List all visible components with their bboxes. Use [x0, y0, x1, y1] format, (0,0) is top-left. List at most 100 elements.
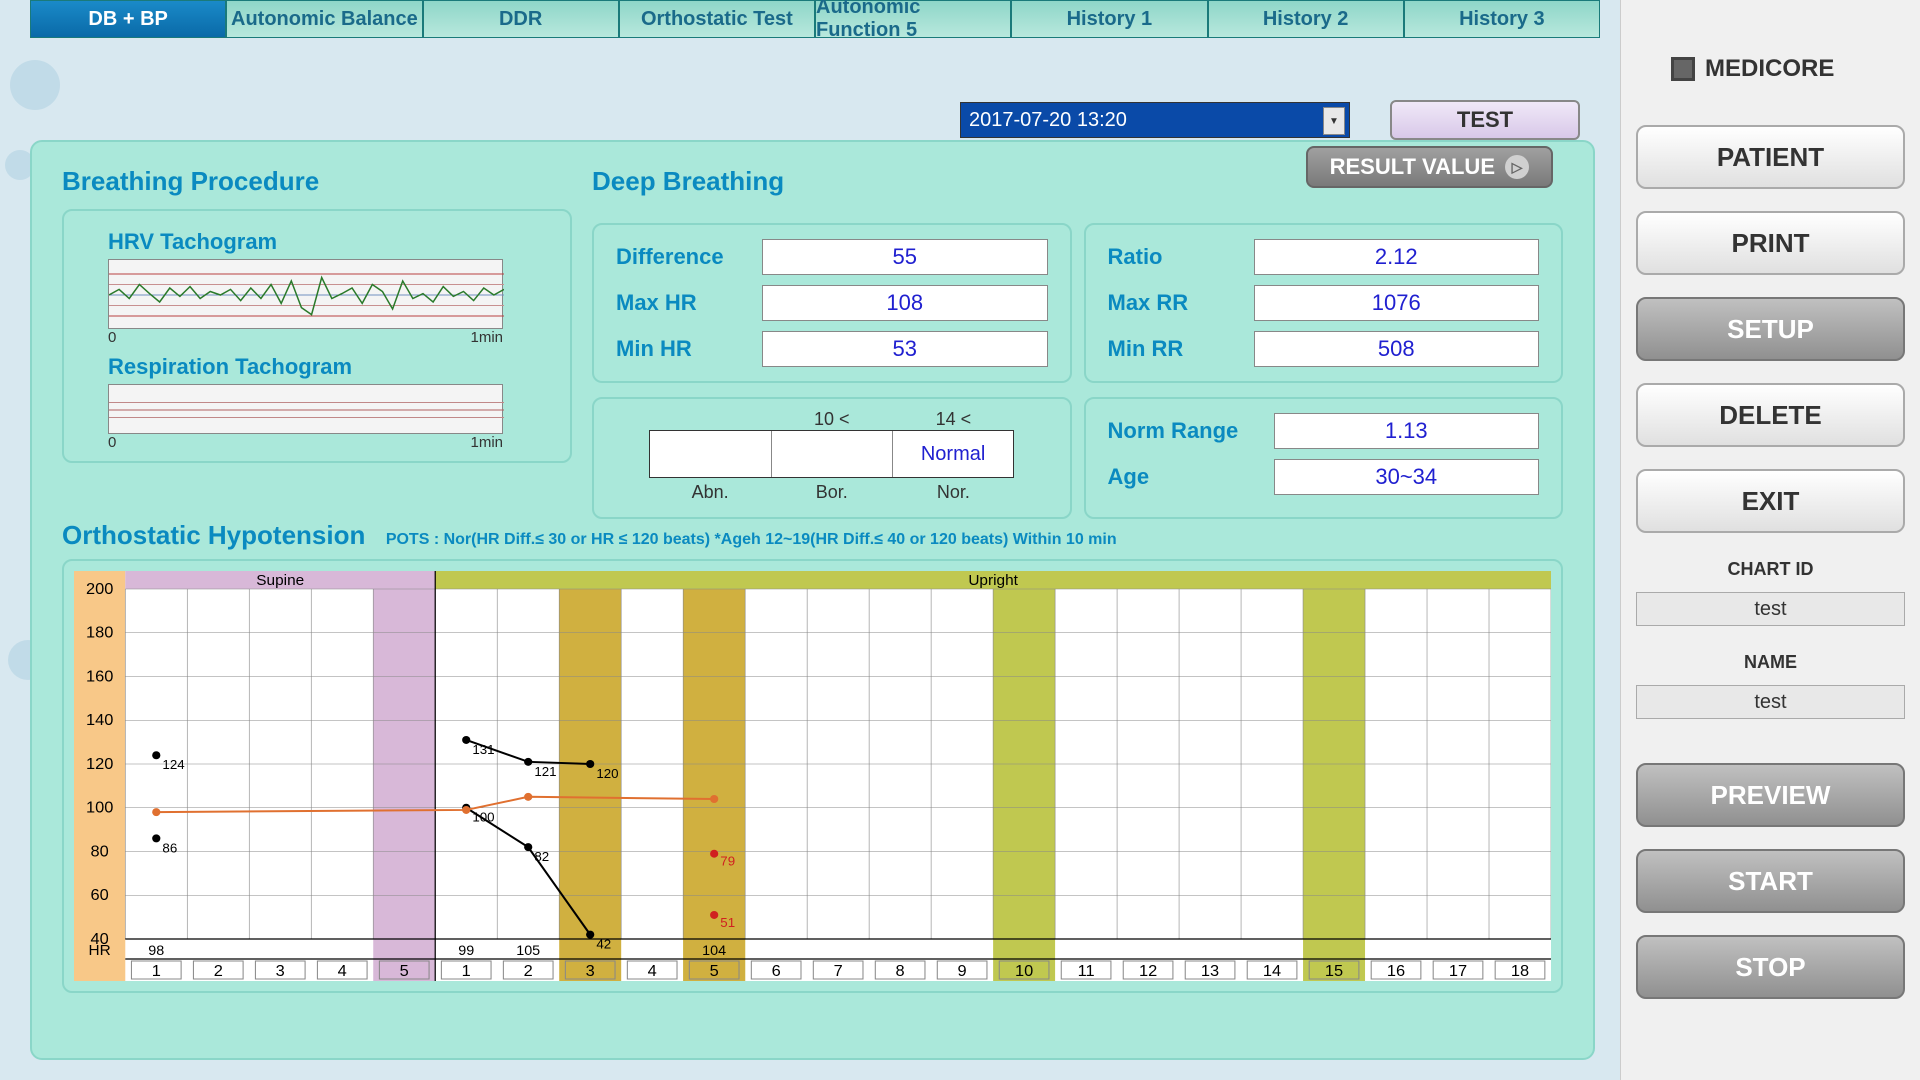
svg-text:160: 160	[86, 668, 113, 686]
svg-text:124: 124	[162, 757, 184, 772]
svg-text:4: 4	[648, 962, 657, 980]
resp-x-start: 0	[108, 434, 116, 451]
stop-button[interactable]: STOP	[1636, 935, 1905, 999]
tab-history-3[interactable]: History 3	[1404, 0, 1600, 38]
tab-history-1[interactable]: History 1	[1011, 0, 1207, 38]
resp-label: Respiration Tachogram	[108, 354, 556, 380]
svg-text:12: 12	[1139, 962, 1157, 980]
result-value-button[interactable]: RESULT VALUE	[1306, 146, 1553, 188]
date-select[interactable]: 2017-07-20 13:20	[960, 102, 1350, 138]
ortho-title: Orthostatic Hypotension	[62, 520, 365, 551]
min-hr-value: 53	[762, 331, 1048, 367]
resp-tachogram-chart	[108, 384, 503, 434]
svg-text:120: 120	[86, 755, 113, 773]
ortho-chart: SupineUpright200180160140120100806040HR1…	[74, 571, 1551, 981]
ortho-note: POTS : Nor(HR Diff.≤ 30 or HR ≤ 120 beat…	[386, 531, 1117, 548]
svg-text:42: 42	[596, 937, 611, 952]
chart-id-label: CHART ID	[1636, 559, 1905, 580]
min-rr-value: 508	[1254, 331, 1540, 367]
difference-value: 55	[762, 239, 1048, 275]
max-hr-value: 108	[762, 285, 1048, 321]
svg-text:86: 86	[162, 841, 177, 856]
svg-text:17: 17	[1449, 962, 1467, 980]
name-label: NAME	[1636, 652, 1905, 673]
tab-db-bp[interactable]: DB + BP	[30, 0, 226, 38]
age-label: Age	[1108, 464, 1258, 490]
resp-x-end: 1min	[470, 434, 503, 451]
svg-text:7: 7	[834, 962, 843, 980]
tab-autonomic-function-5[interactable]: Autonomic Function 5	[815, 0, 1011, 38]
svg-text:100: 100	[86, 799, 113, 817]
hrv-x-end: 1min	[470, 329, 503, 346]
svg-text:104: 104	[702, 943, 726, 959]
norm-range-value: 1.13	[1274, 413, 1540, 449]
svg-text:200: 200	[86, 580, 113, 598]
svg-text:9: 9	[958, 962, 967, 980]
svg-text:14: 14	[1263, 962, 1281, 980]
delete-button[interactable]: DELETE	[1636, 383, 1905, 447]
max-rr-value: 1076	[1254, 285, 1540, 321]
svg-text:6: 6	[772, 962, 781, 980]
chart-id-input[interactable]	[1636, 592, 1905, 626]
min-rr-label: Min RR	[1108, 336, 1238, 362]
name-input[interactable]	[1636, 685, 1905, 719]
svg-text:18: 18	[1511, 962, 1529, 980]
svg-text:16: 16	[1387, 962, 1405, 980]
tab-ddr[interactable]: DDR	[423, 0, 619, 38]
svg-text:98: 98	[148, 943, 164, 959]
max-rr-label: Max RR	[1108, 290, 1238, 316]
svg-text:100: 100	[472, 810, 494, 825]
hrv-label: HRV Tachogram	[108, 229, 556, 255]
norm-range-label: Norm Range	[1108, 418, 1258, 444]
print-button[interactable]: PRINT	[1636, 211, 1905, 275]
svg-text:51: 51	[720, 915, 735, 930]
age-value: 30~34	[1274, 459, 1540, 495]
svg-text:3: 3	[276, 962, 285, 980]
ratio-label: Ratio	[1108, 244, 1238, 270]
brand-icon	[1671, 57, 1695, 81]
svg-text:3: 3	[586, 962, 595, 980]
svg-text:80: 80	[91, 843, 109, 861]
svg-text:120: 120	[596, 766, 618, 781]
ratio-value: 2.12	[1254, 239, 1540, 275]
svg-text:10: 10	[1015, 962, 1033, 980]
setup-button[interactable]: SETUP	[1636, 297, 1905, 361]
svg-text:180: 180	[86, 624, 113, 642]
test-button[interactable]: TEST	[1390, 100, 1580, 140]
svg-text:105: 105	[516, 943, 540, 959]
svg-text:Supine: Supine	[256, 572, 304, 589]
start-button[interactable]: START	[1636, 849, 1905, 913]
svg-text:131: 131	[472, 742, 494, 757]
hrv-tachogram-chart	[108, 259, 503, 329]
preview-button[interactable]: PREVIEW	[1636, 763, 1905, 827]
svg-text:1: 1	[462, 962, 471, 980]
svg-text:82: 82	[534, 849, 549, 864]
svg-text:11: 11	[1078, 962, 1095, 980]
svg-text:5: 5	[710, 962, 719, 980]
svg-text:HR: HR	[89, 942, 111, 959]
min-hr-label: Min HR	[616, 336, 746, 362]
brand: MEDICORE	[1671, 55, 1905, 83]
svg-text:8: 8	[896, 962, 905, 980]
tab-autonomic-balance[interactable]: Autonomic Balance	[226, 0, 422, 38]
hrv-x-start: 0	[108, 329, 116, 346]
svg-text:2: 2	[524, 962, 533, 980]
svg-text:Upright: Upright	[968, 572, 1018, 589]
svg-text:1: 1	[152, 962, 161, 980]
svg-text:4: 4	[338, 962, 347, 980]
svg-text:60: 60	[91, 886, 109, 904]
svg-text:121: 121	[534, 764, 556, 779]
svg-text:79: 79	[720, 854, 735, 869]
tab-history-2[interactable]: History 2	[1208, 0, 1404, 38]
svg-text:5: 5	[400, 962, 409, 980]
difference-label: Difference	[616, 244, 746, 270]
exit-button[interactable]: EXIT	[1636, 469, 1905, 533]
patient-button[interactable]: PATIENT	[1636, 125, 1905, 189]
svg-text:15: 15	[1325, 962, 1343, 980]
tab-orthostatic-test[interactable]: Orthostatic Test	[619, 0, 815, 38]
breathing-title: Breathing Procedure	[62, 166, 572, 197]
svg-text:13: 13	[1201, 962, 1219, 980]
max-hr-label: Max HR	[616, 290, 746, 316]
svg-text:140: 140	[86, 711, 113, 729]
svg-text:2: 2	[214, 962, 223, 980]
